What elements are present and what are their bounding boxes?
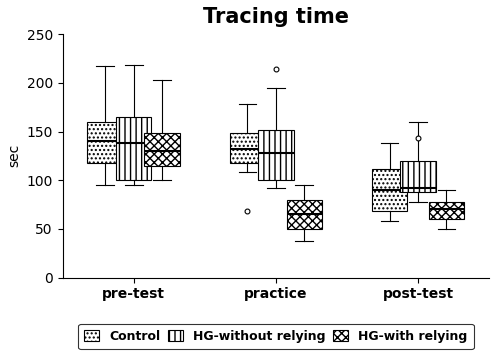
Y-axis label: sec: sec [7, 144, 21, 167]
PathPatch shape [144, 134, 180, 166]
PathPatch shape [88, 122, 123, 163]
Legend: Control, HG-without relying, HG-with relying: Control, HG-without relying, HG-with rel… [78, 324, 473, 349]
PathPatch shape [116, 117, 152, 180]
PathPatch shape [286, 200, 322, 229]
PathPatch shape [372, 168, 408, 211]
PathPatch shape [400, 161, 436, 192]
Title: Tracing time: Tracing time [203, 7, 349, 27]
PathPatch shape [428, 201, 464, 219]
PathPatch shape [258, 130, 294, 180]
PathPatch shape [230, 134, 265, 163]
